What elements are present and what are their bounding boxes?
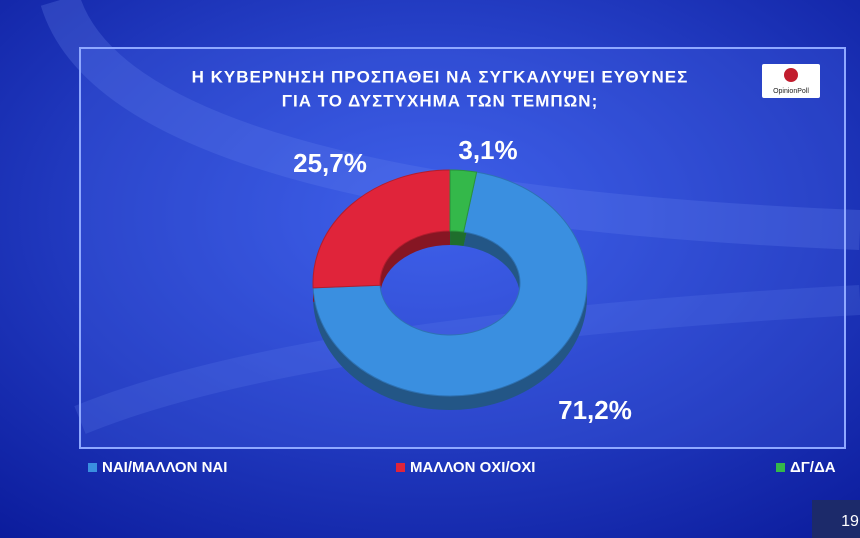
logo-icon xyxy=(784,68,798,82)
value-label: 3,1% xyxy=(458,135,517,165)
legend-swatch xyxy=(88,463,97,472)
logo-text: OpinionPoll xyxy=(773,88,809,95)
slice xyxy=(312,169,451,289)
legend-label: ΔΓ/ΔΑ xyxy=(790,459,836,476)
legend-label: ΝΑΙ/ΜΑΛΛΟΝ ΝΑΙ xyxy=(102,459,227,476)
corner-box xyxy=(812,500,860,538)
title-line: ΓΙΑ ΤΟ ΔΥΣΤΥΧΗΜΑ ΤΩΝ ΤΕΜΠΩΝ; xyxy=(282,91,599,110)
legend-label: ΜΑΛΛΟΝ ΟΧΙ/ΟΧΙ xyxy=(410,459,535,476)
title-line: Η ΚΥΒΕΡΝΗΣΗ ΠΡΟΣΠΑΘΕΙ ΝΑ ΣΥΓΚΑΛΥΨΕΙ ΕΥΘΥ… xyxy=(192,67,689,86)
slice xyxy=(449,169,478,233)
legend-swatch xyxy=(396,463,405,472)
value-label: 71,2% xyxy=(558,395,632,425)
slice xyxy=(312,171,588,397)
decor xyxy=(40,0,860,250)
value-label: 25,7% xyxy=(293,148,367,178)
corner-label: 19 xyxy=(841,513,859,530)
legend-swatch xyxy=(776,463,785,472)
